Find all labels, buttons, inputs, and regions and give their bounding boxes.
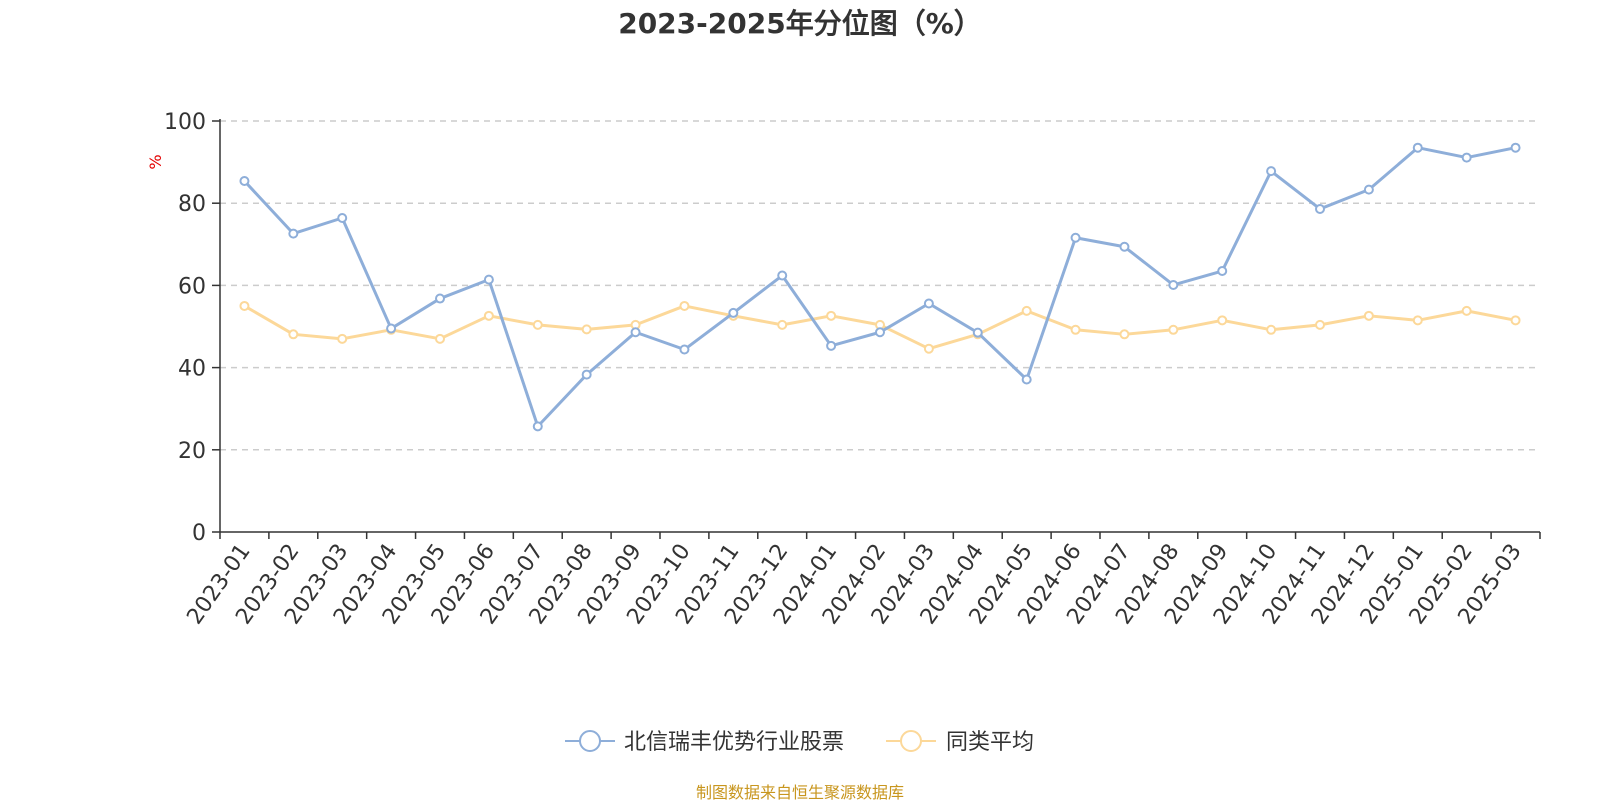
legend-marker-series-1 xyxy=(579,730,601,752)
chart-title: 2023-2025年分位图（%） xyxy=(618,7,982,40)
data-point[interactable] xyxy=(1510,315,1521,326)
data-point[interactable] xyxy=(581,369,592,380)
data-point[interactable] xyxy=(1119,241,1130,252)
data-point[interactable] xyxy=(239,300,250,311)
y-tick-label: 100 xyxy=(164,110,206,135)
data-point[interactable] xyxy=(581,324,592,335)
legend: 北信瑞丰优势行业股票 同类平均 xyxy=(565,730,1034,755)
data-point[interactable] xyxy=(923,298,934,309)
series-lines xyxy=(239,142,1521,432)
data-point[interactable] xyxy=(1315,319,1325,330)
series-2 xyxy=(239,300,1521,354)
data-point[interactable] xyxy=(1070,324,1081,335)
data-point[interactable] xyxy=(972,327,983,338)
data-point[interactable] xyxy=(728,307,739,318)
axes xyxy=(212,119,1541,539)
data-point[interactable] xyxy=(483,274,494,285)
data-point[interactable] xyxy=(532,421,543,432)
series-line xyxy=(243,146,1516,428)
data-point[interactable] xyxy=(532,319,543,330)
source-note: 制图数据来自恒生聚源数据库 xyxy=(696,783,904,800)
data-point[interactable] xyxy=(1119,329,1130,340)
data-point[interactable] xyxy=(435,293,445,304)
data-point[interactable] xyxy=(826,340,837,351)
data-point[interactable] xyxy=(1217,315,1228,326)
data-point[interactable] xyxy=(1363,310,1374,321)
data-point[interactable] xyxy=(483,310,494,321)
series-1 xyxy=(239,142,1521,432)
data-point[interactable] xyxy=(435,333,445,344)
data-point[interactable] xyxy=(1412,142,1423,153)
data-point[interactable] xyxy=(1266,166,1277,177)
data-point[interactable] xyxy=(1266,324,1277,335)
data-point[interactable] xyxy=(1412,315,1423,326)
legend-marker-series-2 xyxy=(900,730,922,752)
data-point[interactable] xyxy=(679,344,690,355)
data-point[interactable] xyxy=(1021,374,1032,385)
data-point[interactable] xyxy=(1461,152,1472,163)
legend-item-series-1[interactable]: 北信瑞丰优势行业股票 xyxy=(565,730,844,755)
legend-label-series-2: 同类平均 xyxy=(946,730,1034,755)
data-point[interactable] xyxy=(337,212,348,223)
data-point[interactable] xyxy=(1315,203,1325,214)
y-tick-label: 80 xyxy=(178,192,206,217)
y-tick-labels: 0 20 40 60 80 100 xyxy=(164,110,206,546)
data-point[interactable] xyxy=(288,228,299,239)
legend-label-series-1: 北信瑞丰优势行业股票 xyxy=(624,730,844,755)
data-point[interactable] xyxy=(923,343,934,354)
data-point[interactable] xyxy=(1461,305,1472,316)
data-point[interactable] xyxy=(630,327,641,338)
data-point[interactable] xyxy=(777,319,788,330)
data-point[interactable] xyxy=(1168,279,1179,290)
data-point[interactable] xyxy=(1070,232,1081,243)
y-tick-label: 20 xyxy=(178,439,206,464)
data-point[interactable] xyxy=(875,327,885,338)
y-axis-label: % xyxy=(146,154,165,169)
data-point[interactable] xyxy=(1021,305,1032,316)
data-point[interactable] xyxy=(1217,266,1228,277)
y-tick-label: 60 xyxy=(178,274,206,299)
data-point[interactable] xyxy=(288,329,299,340)
data-point[interactable] xyxy=(1510,142,1521,153)
data-point[interactable] xyxy=(1168,324,1179,335)
legend-item-series-2[interactable]: 同类平均 xyxy=(886,730,1034,755)
x-tick-labels: 2023-012023-022023-032023-042023-052023-… xyxy=(182,540,1526,630)
gridlines xyxy=(220,120,1540,451)
data-point[interactable] xyxy=(1363,184,1374,195)
data-point[interactable] xyxy=(826,310,837,321)
data-point[interactable] xyxy=(337,333,348,344)
data-point[interactable] xyxy=(777,270,788,281)
y-tick-label: 0 xyxy=(192,521,206,546)
data-point[interactable] xyxy=(386,323,397,334)
data-point[interactable] xyxy=(679,300,690,311)
data-point[interactable] xyxy=(239,176,250,187)
y-tick-label: 40 xyxy=(178,357,206,382)
